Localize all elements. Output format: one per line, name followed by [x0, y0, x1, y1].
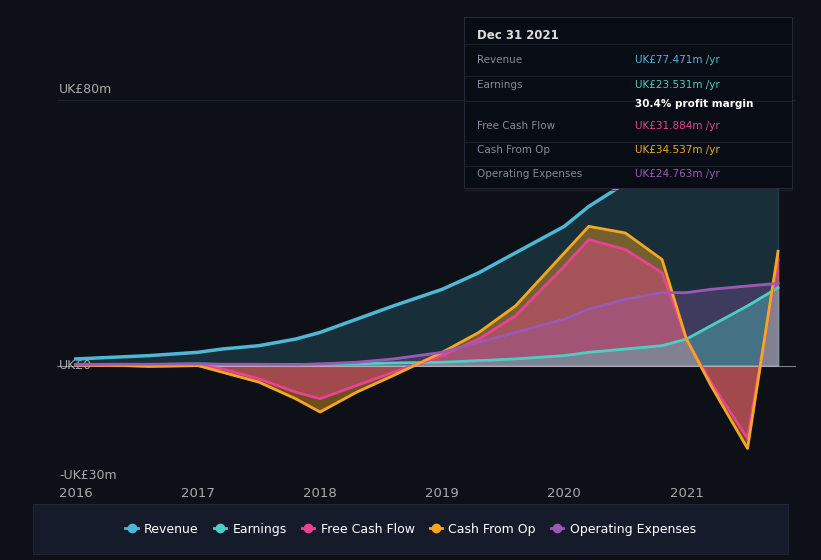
Text: UK£80m: UK£80m — [59, 83, 112, 96]
Text: Earnings: Earnings — [477, 80, 522, 90]
Text: UK£23.531m /yr: UK£23.531m /yr — [635, 80, 719, 90]
Text: UK£34.537m /yr: UK£34.537m /yr — [635, 145, 719, 155]
Text: Revenue: Revenue — [477, 54, 522, 64]
Text: UK£31.884m /yr: UK£31.884m /yr — [635, 121, 719, 131]
Text: Dec 31 2021: Dec 31 2021 — [477, 29, 559, 42]
Legend: Revenue, Earnings, Free Cash Flow, Cash From Op, Operating Expenses: Revenue, Earnings, Free Cash Flow, Cash … — [121, 517, 700, 541]
Text: UK£0: UK£0 — [59, 359, 92, 372]
Text: Cash From Op: Cash From Op — [477, 145, 550, 155]
Text: Free Cash Flow: Free Cash Flow — [477, 121, 555, 131]
Text: Operating Expenses: Operating Expenses — [477, 169, 582, 179]
Text: 30.4% profit margin: 30.4% profit margin — [635, 99, 753, 109]
Text: UK£77.471m /yr: UK£77.471m /yr — [635, 54, 719, 64]
Text: UK£24.763m /yr: UK£24.763m /yr — [635, 169, 719, 179]
Text: -UK£30m: -UK£30m — [59, 469, 117, 482]
